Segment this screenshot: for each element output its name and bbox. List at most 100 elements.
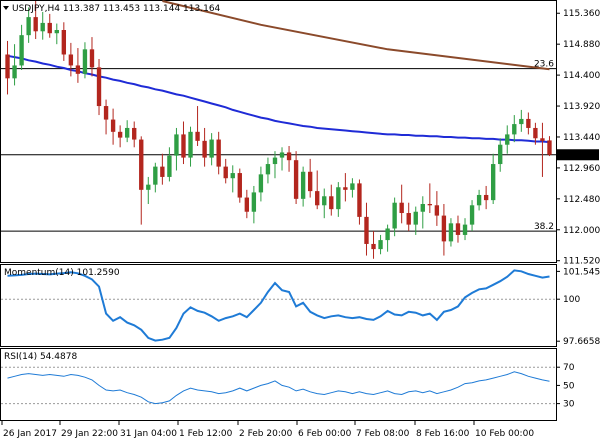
candle-body bbox=[483, 194, 489, 201]
candle bbox=[258, 166, 264, 202]
current-price-box-bg bbox=[557, 149, 599, 161]
candle-body bbox=[132, 127, 137, 140]
candle bbox=[399, 184, 404, 224]
candle bbox=[441, 204, 447, 256]
candle bbox=[476, 189, 482, 211]
candle-body bbox=[258, 174, 264, 193]
candle bbox=[230, 165, 235, 193]
candle-body bbox=[167, 155, 172, 177]
candle-body bbox=[82, 49, 88, 74]
momentum-panel-frame bbox=[0, 264, 557, 347]
candle-body bbox=[202, 140, 207, 158]
candle bbox=[61, 22, 67, 61]
candle-body bbox=[469, 205, 475, 225]
candle-body bbox=[174, 134, 179, 156]
candle bbox=[33, 1, 38, 40]
rsi-panel[interactable]: 70 50 30 RSI(14) 54.4878 bbox=[0, 348, 575, 421]
candle bbox=[26, 7, 31, 43]
candle bbox=[110, 108, 116, 145]
candle-body bbox=[54, 30, 59, 34]
candle-body bbox=[392, 202, 397, 229]
candle-body bbox=[490, 164, 496, 201]
candle-body bbox=[462, 224, 468, 235]
chart-menu-triangle-icon[interactable] bbox=[3, 6, 9, 10]
candle bbox=[286, 146, 292, 172]
candle bbox=[505, 125, 510, 154]
candle-body bbox=[117, 131, 123, 138]
rsi-axis-label: 30 bbox=[563, 400, 575, 410]
candle-body bbox=[188, 131, 193, 158]
candle bbox=[364, 202, 369, 256]
candle bbox=[357, 179, 362, 225]
candle bbox=[244, 189, 250, 219]
candle-body bbox=[181, 134, 186, 158]
candle bbox=[533, 122, 538, 145]
candle bbox=[117, 125, 123, 148]
candle bbox=[378, 234, 383, 255]
time-axis-label: 6 Feb 00:00 bbox=[298, 429, 352, 439]
candle bbox=[5, 40, 10, 95]
candle bbox=[519, 109, 524, 132]
main-price-panel[interactable]: 23.6 38.2 115.360114.880114.400113.92011… bbox=[0, 0, 600, 267]
candle-body bbox=[448, 223, 454, 242]
candle-body bbox=[293, 160, 299, 199]
candle bbox=[371, 231, 376, 259]
candle bbox=[132, 121, 137, 148]
candle bbox=[68, 42, 74, 77]
candle bbox=[96, 59, 102, 116]
time-axis-label: 1 Feb 12:00 bbox=[179, 429, 233, 439]
rsi-line bbox=[7, 371, 550, 405]
candle bbox=[47, 13, 52, 38]
time-axis-label: 29 Jan 22:00 bbox=[61, 429, 118, 439]
candle-body bbox=[420, 204, 425, 212]
price-axis-label: 112.480 bbox=[563, 195, 600, 205]
candle bbox=[427, 183, 433, 214]
candle-body bbox=[5, 54, 10, 79]
price-axis-label: 114.880 bbox=[563, 40, 600, 50]
momentum-title: Momentum(14) 101.2590 bbox=[4, 268, 120, 278]
candle-body bbox=[300, 171, 306, 199]
candle bbox=[272, 151, 278, 179]
price-axis-label: 112.960 bbox=[563, 164, 600, 174]
candle bbox=[82, 42, 88, 79]
candle bbox=[293, 151, 299, 204]
candle bbox=[139, 136, 144, 225]
candle bbox=[223, 158, 228, 184]
price-axis-label: 113.920 bbox=[563, 102, 600, 112]
candle bbox=[406, 202, 411, 232]
candle-body bbox=[505, 134, 510, 145]
candle-body bbox=[68, 54, 74, 66]
candle-body bbox=[209, 139, 214, 158]
time-axis-label: 7 Feb 08:00 bbox=[356, 429, 410, 439]
candle bbox=[195, 106, 200, 146]
candle-body bbox=[216, 139, 221, 167]
candle-body bbox=[427, 204, 433, 206]
candle-body bbox=[329, 196, 334, 210]
candle bbox=[490, 153, 496, 204]
candle-body bbox=[476, 194, 482, 206]
candle-body bbox=[526, 118, 531, 128]
price-axis-label: 112.000 bbox=[563, 226, 600, 236]
candle bbox=[483, 185, 489, 210]
candle-body bbox=[364, 216, 369, 244]
time-axis-label: 2 Feb 20:00 bbox=[239, 429, 293, 439]
time-axis: 26 Jan 2017 29 Jan 22:00 31 Jan 04:00 1 Feb… bbox=[1, 421, 534, 439]
candle bbox=[462, 218, 468, 241]
candle-body bbox=[61, 30, 67, 55]
candle-body bbox=[533, 127, 538, 139]
candle bbox=[350, 178, 355, 198]
candle bbox=[174, 127, 179, 171]
candle bbox=[498, 138, 503, 172]
candle bbox=[329, 184, 334, 216]
rsi-panel-frame bbox=[0, 348, 557, 421]
candle-body bbox=[336, 187, 341, 210]
candle-body bbox=[19, 35, 24, 66]
candlestick-series bbox=[5, 1, 552, 259]
slow-moving-average-line bbox=[162, 0, 550, 71]
candle bbox=[540, 122, 545, 177]
candle bbox=[167, 147, 172, 182]
